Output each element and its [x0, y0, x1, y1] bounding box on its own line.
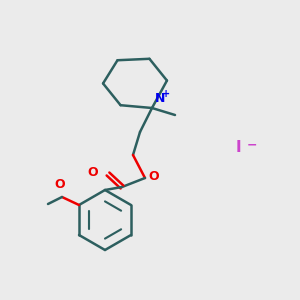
Text: O: O [87, 166, 98, 178]
Text: N: N [155, 92, 165, 105]
Text: O: O [148, 170, 159, 184]
Text: O: O [55, 178, 65, 191]
Text: +: + [162, 89, 170, 99]
Text: −: − [247, 139, 257, 152]
Text: I: I [235, 140, 241, 155]
